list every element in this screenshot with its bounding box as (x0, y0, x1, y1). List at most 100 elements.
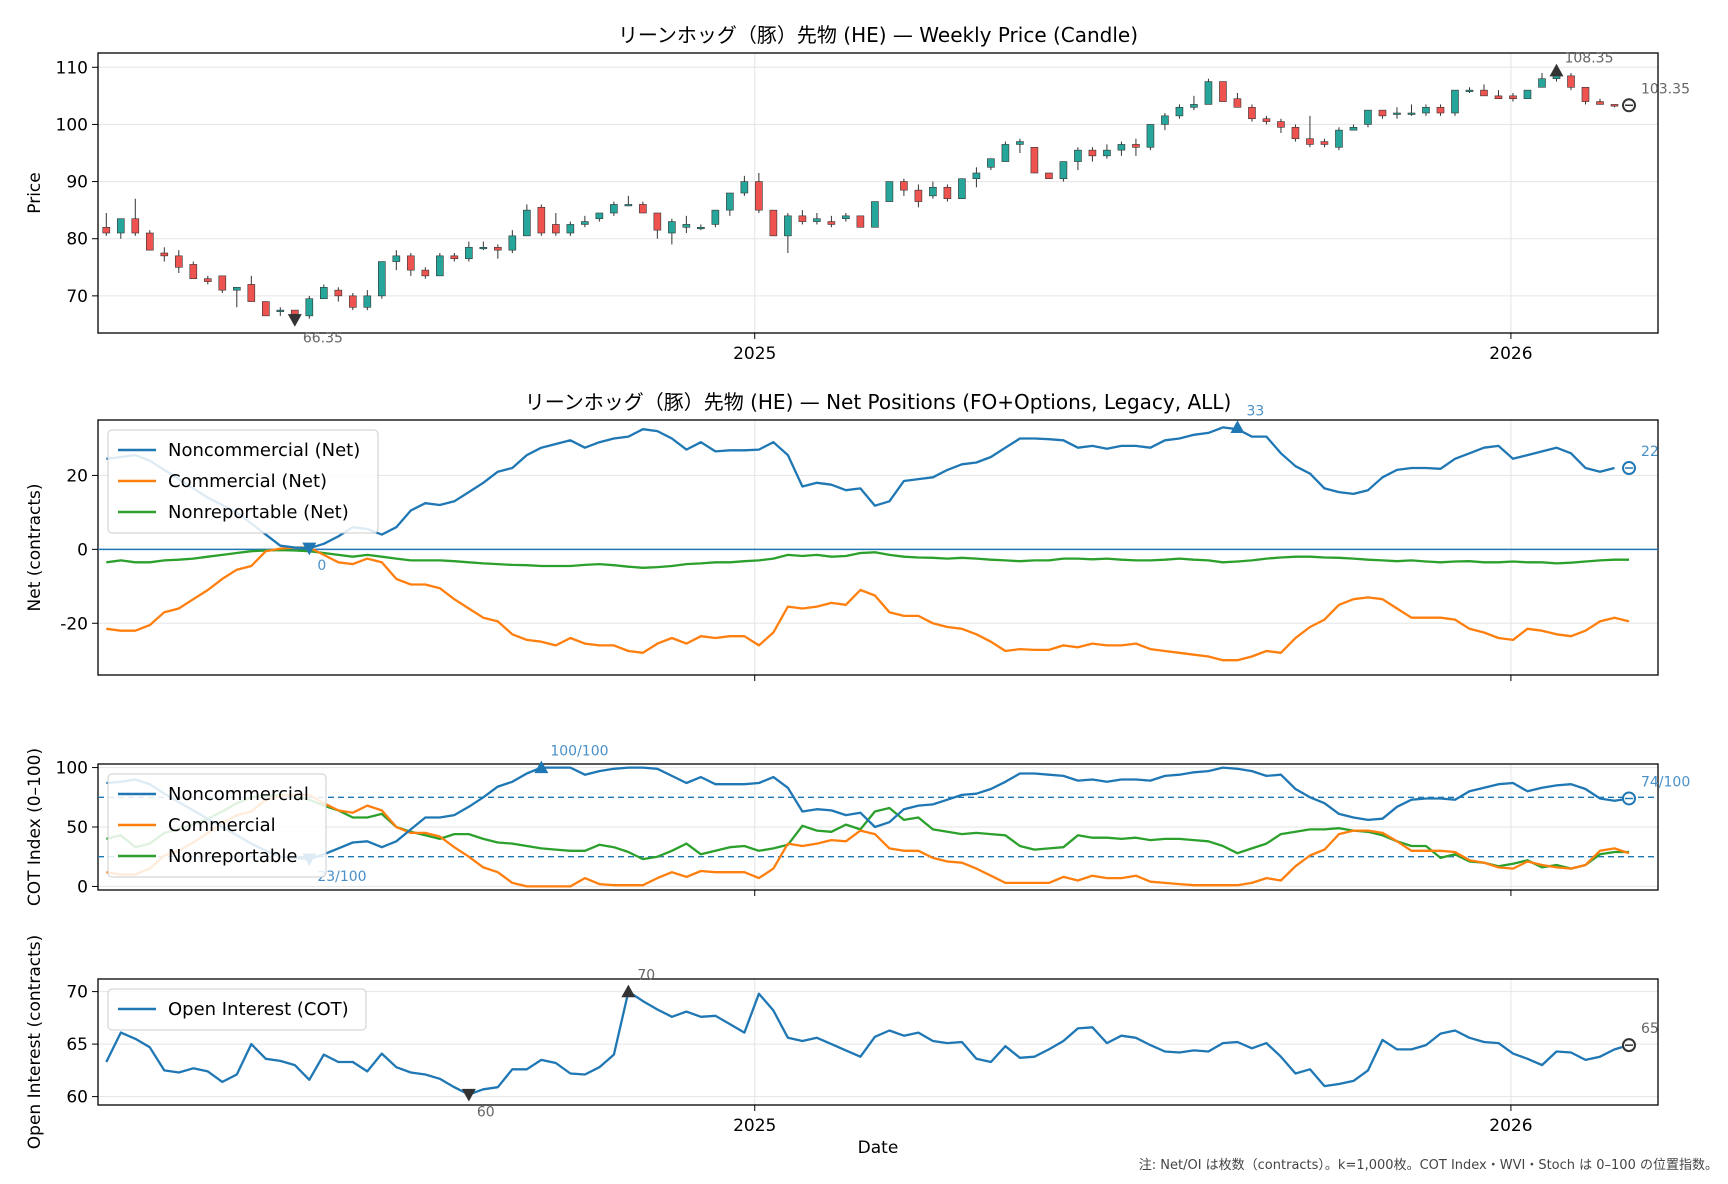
series-line-noncommercial (106, 766, 1630, 861)
candle-body (1262, 118, 1271, 122)
candle-body (711, 209, 720, 225)
candle-body (407, 255, 415, 271)
last-label: 74/100 (1641, 774, 1690, 790)
y-tick-label: 20 (66, 466, 88, 486)
candle-body (233, 286, 241, 291)
candle-body (537, 206, 546, 234)
candle-body (552, 224, 560, 234)
candle-body (1059, 161, 1068, 180)
candle-body (145, 232, 154, 251)
y-tick-label: 70 (66, 983, 88, 1003)
x-axis-label: Date (858, 1138, 899, 1158)
max-marker (1230, 420, 1245, 433)
candle-body (305, 298, 314, 317)
candle-body (798, 215, 807, 222)
plot-frame (97, 419, 1659, 676)
candle-body (784, 215, 792, 237)
candle-body (842, 215, 850, 220)
candle-body (1117, 144, 1126, 151)
candle-body (1132, 144, 1140, 148)
candle-body (247, 284, 256, 302)
legend-label: Noncommercial (168, 784, 309, 805)
min-marker (302, 542, 317, 556)
y-tick-label: 65 (66, 1035, 88, 1055)
candle-body (726, 192, 734, 211)
candle-body (1538, 78, 1546, 88)
candle-body (465, 246, 473, 260)
candle-body (1016, 141, 1024, 145)
max-marker (621, 984, 636, 998)
candle-body (160, 252, 169, 257)
max-label: 108.35 (1564, 51, 1613, 67)
legend-box (107, 429, 379, 534)
candle-body (682, 224, 691, 228)
legend-box (107, 773, 327, 878)
last-label: 103.35 (1641, 81, 1690, 97)
max-marker (534, 760, 549, 774)
legend-label: Nonreportable (Net) (168, 502, 349, 523)
candle-body (1335, 129, 1343, 148)
x-tick-label: 2026 (1489, 1116, 1532, 1136)
plot-frame (97, 763, 1659, 891)
candle-body (102, 226, 111, 234)
candle-body (421, 269, 430, 277)
y-axis-label: Open Interest (contracts) (25, 935, 45, 1149)
candle-body (276, 309, 285, 312)
candle-body (363, 295, 372, 308)
candle-body (494, 246, 502, 251)
candle-body (639, 204, 647, 214)
candle-body (1523, 89, 1532, 100)
y-tick-label: 70 (66, 287, 88, 307)
candle-body (943, 186, 952, 200)
candle-body (958, 178, 966, 200)
candle-body (174, 255, 183, 268)
y-tick-label: 100 (56, 759, 88, 779)
candle-body (827, 221, 836, 225)
x-tick-label: 2025 (733, 1116, 776, 1136)
min-label: 0 (317, 558, 326, 574)
candle-body (1161, 115, 1169, 125)
candle-body (813, 218, 821, 222)
candle-body (1146, 124, 1155, 148)
series-line-commercial (106, 793, 1630, 888)
candle-body (1422, 106, 1430, 114)
min-label: 23/100 (317, 869, 366, 885)
candle-body (900, 181, 908, 191)
candle-body (1378, 109, 1387, 117)
candle-body (581, 221, 589, 225)
max-label: 70 (637, 968, 655, 984)
legend-label: Open Interest (COT) (168, 999, 349, 1020)
candle-body (653, 212, 662, 231)
panel-4: 60 65 70 2025 2026 Open Interest (contracts) 7… (25, 935, 1659, 1158)
y-tick-label: -20 (60, 614, 88, 634)
candle-body (1074, 149, 1082, 162)
candle-body (610, 204, 618, 214)
plot-frame (97, 52, 1659, 334)
x-tick-label: 2025 (733, 344, 776, 364)
min-label: 60 (477, 1105, 495, 1121)
last-label: 65 (1641, 1021, 1659, 1037)
candle-body (987, 158, 995, 168)
candle-body (1581, 86, 1590, 102)
candle-body (1494, 95, 1503, 100)
candle-body (334, 289, 343, 297)
candle-body (1596, 101, 1604, 105)
candle-body (668, 221, 676, 234)
candle-body (566, 224, 575, 234)
candle-body (508, 235, 517, 251)
candle-body (1291, 126, 1300, 140)
candle-body (1190, 104, 1198, 108)
candle-body (929, 186, 937, 197)
candle-body (1030, 146, 1039, 174)
candle-body (1219, 81, 1227, 102)
legend-label: Commercial (168, 815, 276, 836)
panel-2: -20 0 20 Net (contracts) リーンホッグ（豚）先物 (HE) — … (25, 390, 1659, 681)
candle-body (1320, 141, 1329, 145)
candle-body (1436, 106, 1445, 114)
y-tick-label: 100 (56, 115, 88, 135)
candle-body (392, 255, 401, 262)
candle-body (450, 255, 459, 260)
candle-body (595, 212, 604, 220)
candle-body (697, 226, 705, 230)
